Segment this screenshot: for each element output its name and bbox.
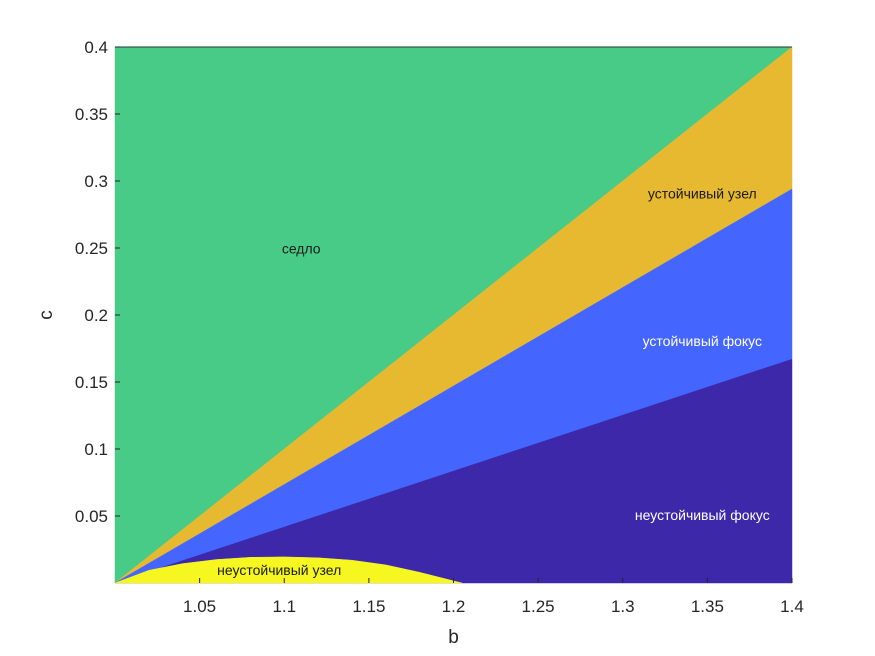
region-1-label: седло xyxy=(282,240,321,256)
region-2-label: устойчивый узел xyxy=(648,185,757,201)
region-5-area xyxy=(114,556,463,584)
y-tick-label: 0.4 xyxy=(84,38,108,57)
y-tick-label: 0.05 xyxy=(75,507,108,526)
x-tick-label: 1.3 xyxy=(611,597,635,616)
y-tick-label: 0.2 xyxy=(84,306,108,325)
y-tick-label: 0.1 xyxy=(84,440,108,459)
x-axis-label: b xyxy=(448,627,459,648)
y-tick-label: 0.15 xyxy=(75,373,108,392)
y-tick-label: 0.3 xyxy=(84,172,108,191)
x-tick-label: 1.35 xyxy=(691,597,724,616)
x-tick-label: 1.1 xyxy=(272,597,296,616)
region-5-label: неустойчивый узел xyxy=(217,562,341,578)
region-labels-layer: седло устойчивый узел устойчивый фокус неус… xyxy=(217,185,770,578)
region-3-label: устойчивый фокус xyxy=(643,333,762,349)
x-tick-label: 1.15 xyxy=(352,597,385,616)
y-tick-label: 0.25 xyxy=(75,239,108,258)
x-tick-label: 1.4 xyxy=(780,597,804,616)
y-axis-label: c xyxy=(36,310,57,320)
x-tick-label: 1.25 xyxy=(522,597,555,616)
y-tick-label: 0.35 xyxy=(75,105,108,124)
regions-layer xyxy=(114,46,793,584)
ticks-layer: 1.05 1.1 1.15 1.2 1.25 1.3 1.35 1.4 0.05 0.1 0.15 0… xyxy=(75,38,804,616)
region-4-label: неустойчивый фокус xyxy=(635,507,770,523)
x-tick-label: 1.05 xyxy=(183,597,216,616)
x-tick-label: 1.2 xyxy=(442,597,466,616)
